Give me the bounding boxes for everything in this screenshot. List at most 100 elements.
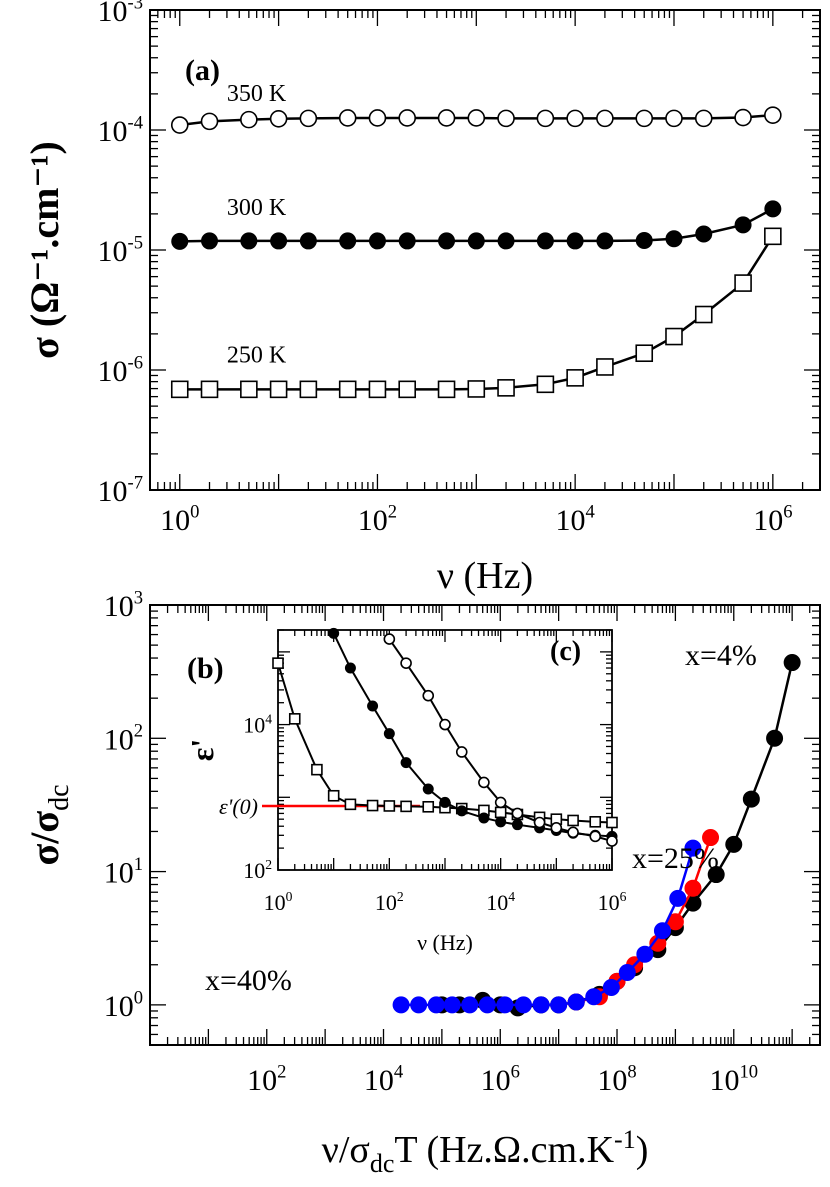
- data-point-250K: [596, 358, 614, 376]
- y-tick-label-b: 101: [104, 854, 143, 890]
- data-point-250K: [764, 227, 782, 246]
- data-point-350K: [398, 109, 417, 127]
- inset-point-open-square: [344, 798, 357, 811]
- inset-point-open-circle: [606, 835, 618, 847]
- data-point-300K: [368, 232, 386, 250]
- data-point-x40: [532, 996, 550, 1014]
- x-tick-label-c: 104: [486, 889, 515, 915]
- data-point-x40: [618, 963, 636, 981]
- inset-point-open-circle: [494, 796, 507, 809]
- x-tick-label-a: 102: [358, 501, 397, 537]
- data-point-250K: [734, 274, 752, 292]
- data-point-250K: [665, 327, 683, 346]
- x-tick-label-b: 104: [364, 1061, 403, 1097]
- data-point-300K: [467, 232, 485, 250]
- data-point-300K: [398, 232, 416, 250]
- data-point-x40: [427, 996, 445, 1014]
- data-point-250K: [240, 380, 258, 399]
- data-point-300K: [201, 232, 219, 250]
- data-point-250K: [437, 380, 456, 399]
- plot-frame-b: [149, 604, 821, 1046]
- inset-point-filled-circle: [367, 700, 379, 712]
- inset-point-open-square: [327, 789, 340, 802]
- data-point-350K: [497, 109, 515, 128]
- y-axis-title-b: σ/σdc: [22, 784, 75, 865]
- inset-point-open-square: [494, 806, 507, 819]
- data-point-x4: [707, 866, 725, 884]
- data-point-x40: [410, 996, 428, 1014]
- x-tick-label-c: 106: [598, 889, 627, 915]
- data-point-250K: [467, 380, 486, 398]
- inset-point-filled-circle: [400, 757, 412, 769]
- y-tick-label-c: 104: [243, 711, 272, 737]
- data-point-300K: [299, 232, 317, 250]
- series-label-b: x=40%: [205, 964, 292, 997]
- data-point-350K: [200, 112, 219, 131]
- data-point-300K: [240, 232, 258, 250]
- data-point-x40: [684, 839, 702, 857]
- data-point-350K: [299, 109, 318, 128]
- data-point-250K: [269, 380, 288, 399]
- inset-point-open-circle: [439, 718, 451, 731]
- panel-label-a: (a): [185, 54, 220, 87]
- series-label-b: x=4%: [685, 639, 757, 672]
- data-point-350K: [269, 109, 288, 128]
- data-point-x4: [742, 790, 760, 808]
- inset-point-open-square: [311, 763, 323, 776]
- data-point-x25: [702, 829, 720, 847]
- data-point-300K: [438, 232, 456, 250]
- x-tick-label-b: 108: [597, 1061, 636, 1097]
- epsilon-zero-label: ε'(0): [219, 794, 258, 819]
- inset-point-open-circle: [478, 776, 490, 789]
- data-point-x40: [585, 988, 603, 1006]
- x-tick-label-b: 106: [481, 1061, 520, 1097]
- y-tick-label-a: 10-6: [98, 352, 144, 388]
- inset-point-open-square: [589, 816, 602, 828]
- data-point-350K: [734, 108, 752, 127]
- data-point-250K: [497, 379, 515, 397]
- data-point-300K: [536, 232, 554, 250]
- data-point-250K: [170, 380, 189, 399]
- data-point-350K: [694, 109, 713, 128]
- inset-point-open-square: [272, 657, 284, 669]
- data-point-x40: [392, 996, 410, 1014]
- panel-a: 100 102 104 106 10-7 10-6 10-5 10-4 10-3 ν (Hz) σ …: [22, 0, 821, 597]
- y-tick-label-b: 103: [104, 587, 143, 623]
- data-point-x40: [443, 996, 461, 1014]
- data-point-x40: [653, 922, 671, 940]
- inset-point-filled-circle: [511, 819, 523, 831]
- data-point-300K: [566, 232, 584, 250]
- data-point-350K: [596, 109, 614, 128]
- data-point-350K: [566, 109, 584, 128]
- x-axis-title-b: ν/σdcT (Hz.Ω.cm.K-1): [322, 1125, 649, 1178]
- series-label-a: 350 K: [227, 81, 287, 107]
- data-point-350K: [467, 109, 486, 127]
- data-point-350K: [170, 116, 189, 134]
- x-tick-label-b: 102: [247, 1061, 286, 1097]
- inset-point-open-square: [606, 816, 618, 829]
- data-point-250K: [635, 344, 654, 363]
- data-point-x4: [766, 729, 784, 747]
- data-point-250K: [200, 380, 219, 399]
- data-point-300K: [171, 232, 189, 250]
- data-point-250K: [536, 375, 555, 394]
- data-point-x40: [602, 979, 620, 997]
- data-point-300K: [665, 230, 683, 248]
- inset-point-open-square: [567, 814, 579, 827]
- y-tick-label-a: 10-7: [98, 472, 144, 508]
- inset-point-open-circle: [400, 657, 412, 669]
- x-tick-label-b: 1010: [709, 1061, 758, 1097]
- inset-point-open-circle: [589, 830, 602, 843]
- data-point-x40: [567, 993, 585, 1011]
- data-point-x40: [461, 996, 479, 1014]
- data-point-350K: [368, 109, 387, 127]
- data-point-250K: [338, 380, 357, 399]
- data-point-250K: [566, 369, 584, 387]
- data-point-300K: [764, 200, 782, 218]
- x-axis-title-c: ν (Hz): [417, 930, 473, 955]
- data-point-300K: [270, 232, 288, 250]
- data-point-350K: [635, 109, 654, 128]
- data-point-300K: [497, 232, 515, 250]
- inset-point-open-square: [366, 799, 379, 812]
- inset-point-open-square: [400, 800, 412, 813]
